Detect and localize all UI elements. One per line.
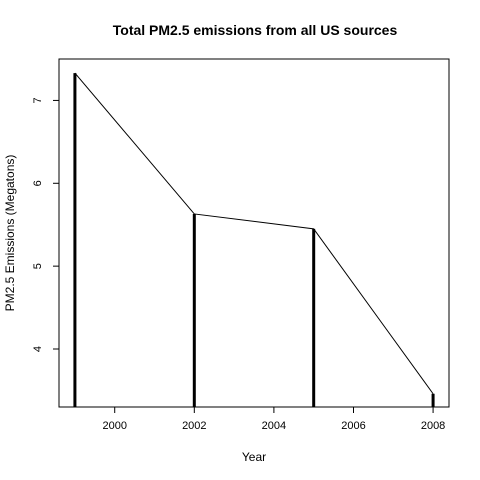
x-tick-label: 2000 (102, 420, 126, 432)
y-tick-label: 5 (32, 263, 44, 269)
x-tick-label: 2002 (182, 420, 206, 432)
y-tick-label: 4 (32, 346, 44, 352)
plot-frame (58, 58, 450, 408)
y-axis-label: PM2.5 Emissions (Megatons) (3, 155, 17, 312)
x-tick-label: 2006 (341, 420, 365, 432)
plot-area (73, 72, 435, 407)
y-tick-label: 7 (32, 97, 44, 103)
series-line (74, 72, 434, 395)
x-tick-label: 2004 (262, 420, 286, 432)
x-axis: 2000 2002 2004 2006 2008 (102, 407, 445, 432)
chart-title: Total PM2.5 emissions from all US source… (113, 22, 398, 38)
x-axis-label: Year (242, 450, 266, 464)
x-tick-label: 2008 (421, 420, 445, 432)
y-axis: 4 5 6 7 (32, 97, 59, 352)
y-tick-label: 6 (32, 180, 44, 186)
